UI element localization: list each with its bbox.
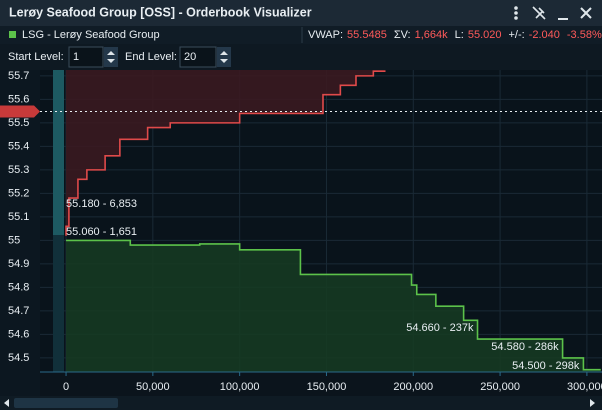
data-label: 55.060 - 1,651 (66, 226, 137, 238)
y-tick-label: 55 (8, 234, 20, 246)
start-input[interactable] (68, 46, 104, 68)
data-label: 55.180 - 6,853 (66, 198, 137, 210)
start-value: 1 (73, 51, 79, 63)
y-tick-label: 55.2 (8, 187, 29, 199)
end-spinner[interactable] (217, 47, 231, 67)
stat-value: 1,664k (415, 29, 449, 41)
title-bar (0, 0, 602, 26)
x-tick-label: 200,000 (393, 381, 433, 393)
data-label: 54.500 - 298k (512, 360, 580, 372)
x-tick-label: 0 (63, 381, 69, 393)
y-tick-label: 55.3 (8, 164, 29, 176)
start-spinner[interactable] (104, 47, 118, 67)
depth-bar (53, 235, 64, 372)
y-axis-area (0, 70, 40, 396)
depth-bar (53, 70, 64, 235)
scroll-thumb[interactable] (14, 398, 118, 408)
vwap-tag (0, 105, 40, 118)
stat-value: -2.040 (529, 29, 560, 41)
y-tick-label: 55.7 (8, 70, 29, 82)
depth-line (66, 239, 601, 371)
y-tick-label: 54.5 (8, 352, 29, 364)
x-tick-label: 100,000 (220, 381, 260, 393)
x-tick-label: 250,000 (480, 381, 520, 393)
window-title: Lerøy Seafood Group [OSS] - Orderbook Vi… (9, 5, 312, 19)
symbol: LSG - Lerøy Seafood Group (22, 29, 160, 41)
spinner-arrows (107, 51, 115, 63)
stat-label: +/-: (508, 29, 524, 41)
data-label: 54.660 - 237k (406, 322, 474, 334)
y-tick-label: 55.1 (8, 211, 29, 223)
x-tick-label: 50,000 (136, 381, 170, 393)
y-tick-label: 54.8 (8, 281, 29, 293)
stat-value: 55.020 (468, 29, 502, 41)
y-tick-label: 55.6 (8, 93, 29, 105)
y-tick-label: 55.4 (8, 140, 29, 152)
depth-line (65, 70, 386, 236)
info-bar (0, 26, 602, 44)
y-tick-label: 54.6 (8, 328, 29, 340)
start-label: Start Level: (8, 51, 64, 63)
depth-area (66, 240, 601, 372)
x-tick-label: 300,000 (567, 381, 602, 393)
stat-label: ΣV: (394, 29, 411, 41)
change-percent: -3.58% (567, 29, 602, 41)
data-label: 54.580 - 286k (491, 341, 559, 353)
y-tick-label: 54.9 (8, 258, 29, 270)
end-label: End Level: (125, 51, 177, 63)
stats: VWAP: 55.5485 ΣV: 1,664k L: 55.020 +/-: -2.040-… (308, 29, 602, 41)
symbol-swatch (9, 31, 16, 38)
x-tick-label: 150,000 (307, 381, 347, 393)
stat-label: VWAP: (308, 29, 343, 41)
y-tick-label: 54.7 (8, 305, 29, 317)
y-tick-label: 55.5 (8, 117, 29, 129)
scrollbar[interactable] (0, 396, 602, 410)
stat-value: 55.5485 (347, 29, 387, 41)
end-input[interactable] (179, 46, 217, 68)
end-value: 20 (184, 51, 196, 63)
stat-label: L: (455, 29, 464, 41)
marks: 55.060 - 1,651 55.180 - 6,853 54.660 - 237… (0, 70, 602, 372)
window-buttons[interactable] (514, 6, 592, 20)
spinner-arrows (220, 51, 228, 63)
